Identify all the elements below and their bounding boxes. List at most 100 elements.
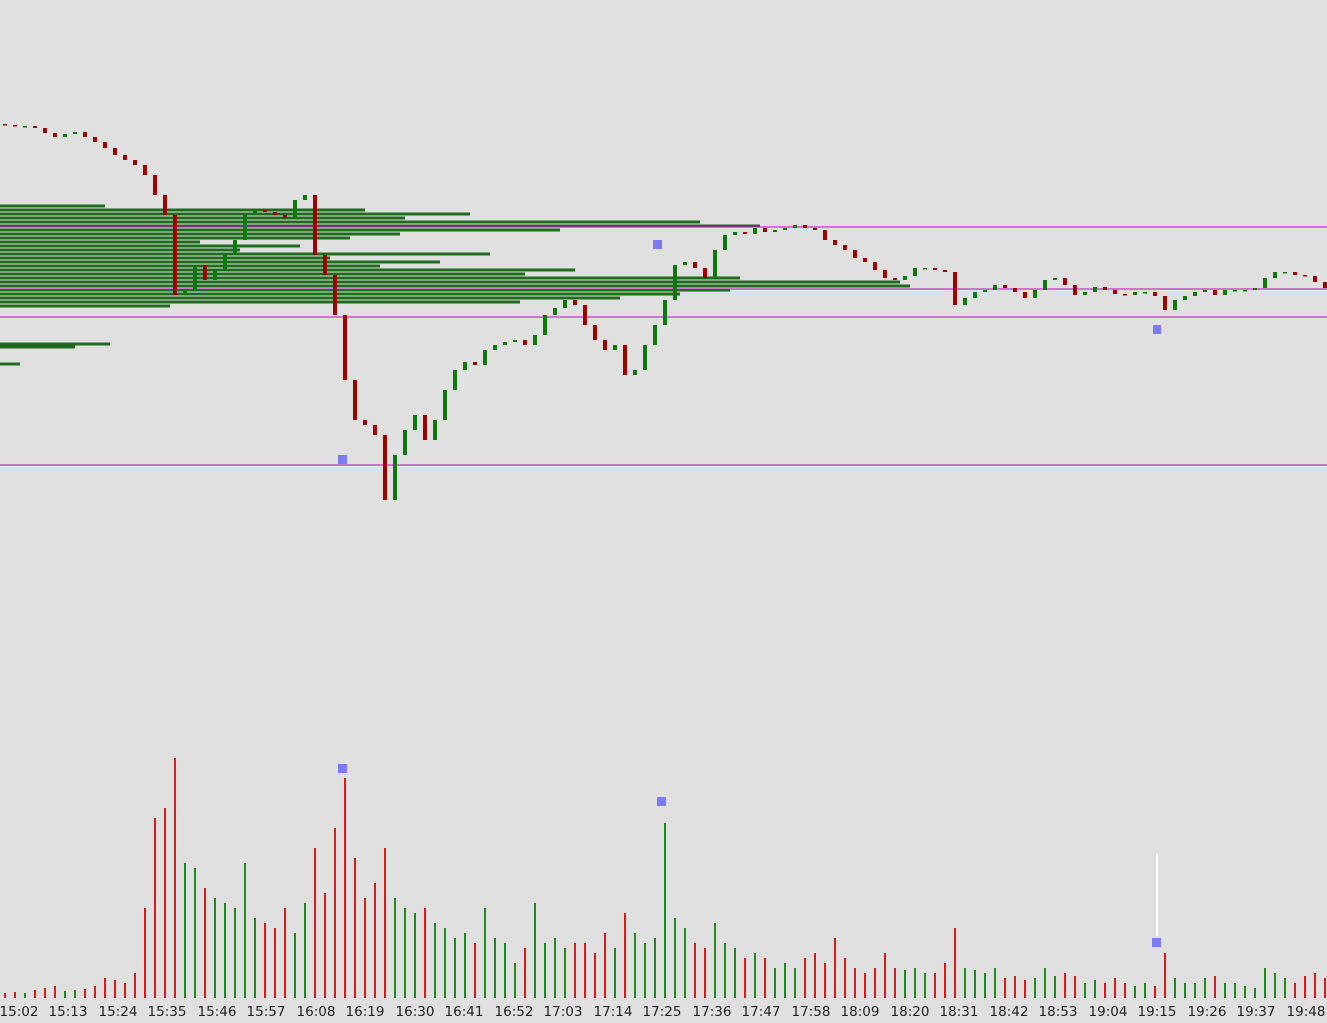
volume-bar xyxy=(64,991,66,998)
x-tick-label: 19:15 xyxy=(1138,1004,1177,1020)
volume-bar xyxy=(704,948,706,998)
candle xyxy=(323,255,327,275)
volume-bar xyxy=(54,986,56,998)
volume-bar xyxy=(824,963,826,998)
candle xyxy=(223,255,227,270)
x-tick-label: 17:47 xyxy=(742,1004,781,1020)
signal-marker xyxy=(1152,938,1161,947)
candle xyxy=(1133,292,1137,295)
candle xyxy=(1243,290,1247,292)
volume-bar xyxy=(794,968,796,998)
candle xyxy=(1273,272,1277,278)
candle xyxy=(73,132,77,134)
candle xyxy=(893,278,897,280)
volume-bar xyxy=(924,973,926,998)
candle xyxy=(393,455,397,500)
volume-bar xyxy=(1114,978,1116,998)
volume-bar xyxy=(1314,973,1316,998)
volume-bar xyxy=(884,953,886,998)
signal-marker xyxy=(1153,325,1161,334)
candle xyxy=(663,300,667,325)
volume-bar xyxy=(1044,968,1046,998)
profile-bar xyxy=(0,300,520,304)
volume-bar xyxy=(154,818,156,998)
volume-bar xyxy=(414,913,416,998)
volume-bar xyxy=(1104,983,1106,998)
candle xyxy=(1263,278,1267,288)
candle xyxy=(683,262,687,265)
candle xyxy=(83,132,87,137)
volume-bar xyxy=(654,938,656,998)
x-tick-label: 15:13 xyxy=(49,1004,88,1020)
candle xyxy=(583,305,587,325)
volume-bar xyxy=(1124,983,1126,998)
candle xyxy=(703,268,707,278)
volume-bar xyxy=(1134,986,1136,998)
x-tick-label: 15:35 xyxy=(148,1004,187,1020)
x-tick-label: 17:58 xyxy=(792,1004,831,1020)
volume-bar xyxy=(474,943,476,998)
candle xyxy=(553,308,557,315)
candle xyxy=(613,345,617,350)
candle xyxy=(943,270,947,272)
volume-bar xyxy=(844,958,846,998)
x-tick-label: 16:19 xyxy=(346,1004,385,1020)
candle xyxy=(493,345,497,350)
volume-bar xyxy=(914,968,916,998)
candle xyxy=(863,258,867,262)
candle xyxy=(353,380,357,420)
candle xyxy=(43,128,47,133)
profile-bar xyxy=(0,216,405,220)
candle xyxy=(593,325,597,340)
x-tick-label: 15:02 xyxy=(0,1004,38,1020)
candle xyxy=(363,420,367,425)
candle xyxy=(13,125,17,127)
candle xyxy=(713,250,717,278)
volume-bar xyxy=(804,958,806,998)
profile-bar xyxy=(0,272,525,276)
volume-bar xyxy=(364,898,366,998)
candle xyxy=(763,228,767,232)
volume-bar xyxy=(514,963,516,998)
x-tick-label: 18:42 xyxy=(990,1004,1029,1020)
candle xyxy=(653,325,657,345)
volume-bar xyxy=(1274,973,1276,998)
x-tick-label: 19:48 xyxy=(1287,1004,1326,1020)
profile-bar xyxy=(0,220,700,224)
volume-bar xyxy=(374,883,376,998)
candle xyxy=(443,390,447,420)
volume-bar xyxy=(164,808,166,998)
volume-bar xyxy=(274,928,276,998)
volume-bar xyxy=(984,973,986,998)
volume-bar xyxy=(44,988,46,998)
volume-bar xyxy=(384,848,386,998)
volume-bar xyxy=(134,973,136,998)
candle xyxy=(1313,276,1317,282)
candle xyxy=(673,265,677,300)
volume-bar xyxy=(24,993,26,998)
candle xyxy=(1103,287,1107,290)
candle xyxy=(183,290,187,295)
volume-bar xyxy=(974,970,976,998)
candle xyxy=(263,210,267,212)
profile-bar xyxy=(0,212,470,216)
candle xyxy=(913,268,917,276)
volume-bar xyxy=(524,948,526,998)
volume-bar xyxy=(1194,983,1196,998)
candle xyxy=(513,340,517,342)
profile-bar xyxy=(0,276,740,280)
volume-bar xyxy=(1084,983,1086,998)
profile-bar xyxy=(0,244,300,248)
candle xyxy=(123,155,127,160)
candle xyxy=(1033,290,1037,298)
candle xyxy=(1233,290,1237,292)
volume-bar xyxy=(674,918,676,998)
volume-bar xyxy=(4,993,6,998)
volume-bar xyxy=(714,923,716,998)
volume-bar xyxy=(1074,976,1076,998)
volume-bar xyxy=(1214,976,1216,998)
profile-bar xyxy=(0,264,380,268)
profile-bar xyxy=(0,268,575,272)
x-tick-label: 15:24 xyxy=(99,1004,138,1020)
volume-bar xyxy=(774,968,776,998)
